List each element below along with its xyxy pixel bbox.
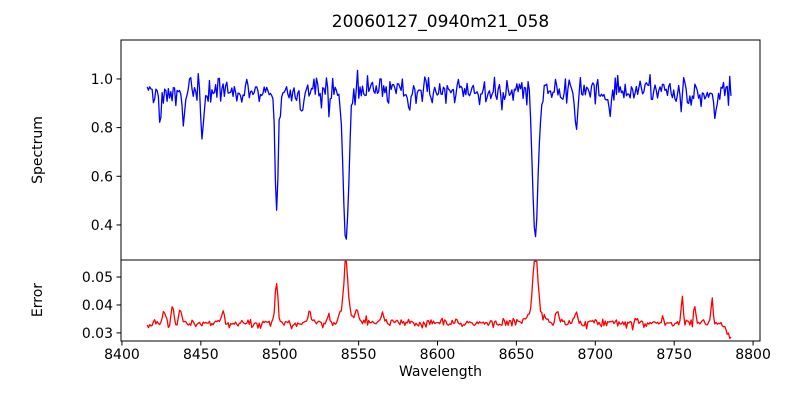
spectrum-line <box>146 69 732 240</box>
error-line <box>146 260 732 340</box>
x-tick-label: 8550 <box>341 347 377 363</box>
x-tick-label: 8750 <box>656 347 692 363</box>
chart-title: 20060127_0940m21_058 <box>331 12 550 32</box>
x-tick-label: 8400 <box>104 347 140 363</box>
x-tick-label: 8450 <box>183 347 219 363</box>
spectrum-y-tick-label: 0.8 <box>91 121 113 137</box>
spectrum-y-tick-label: 0.4 <box>91 218 113 234</box>
x-tick-label: 8500 <box>262 347 298 363</box>
x-tick-label: 8700 <box>577 347 613 363</box>
spectrum-panel-frame <box>120 39 761 261</box>
spectrum-y-tick-label: 1.0 <box>91 72 113 88</box>
error-y-tick-label: 0.04 <box>82 298 113 314</box>
spectrum-y-tick-label: 0.6 <box>91 169 113 185</box>
x-tick-label: 8600 <box>420 347 456 363</box>
x-tick-label: 8800 <box>735 347 771 363</box>
x-axis-label: Wavelength <box>398 364 483 380</box>
error-y-tick-label: 0.03 <box>82 326 113 342</box>
error-y-tick-label: 0.05 <box>82 270 113 286</box>
error-panel-frame <box>120 259 761 342</box>
x-tick-label: 8650 <box>499 347 535 363</box>
